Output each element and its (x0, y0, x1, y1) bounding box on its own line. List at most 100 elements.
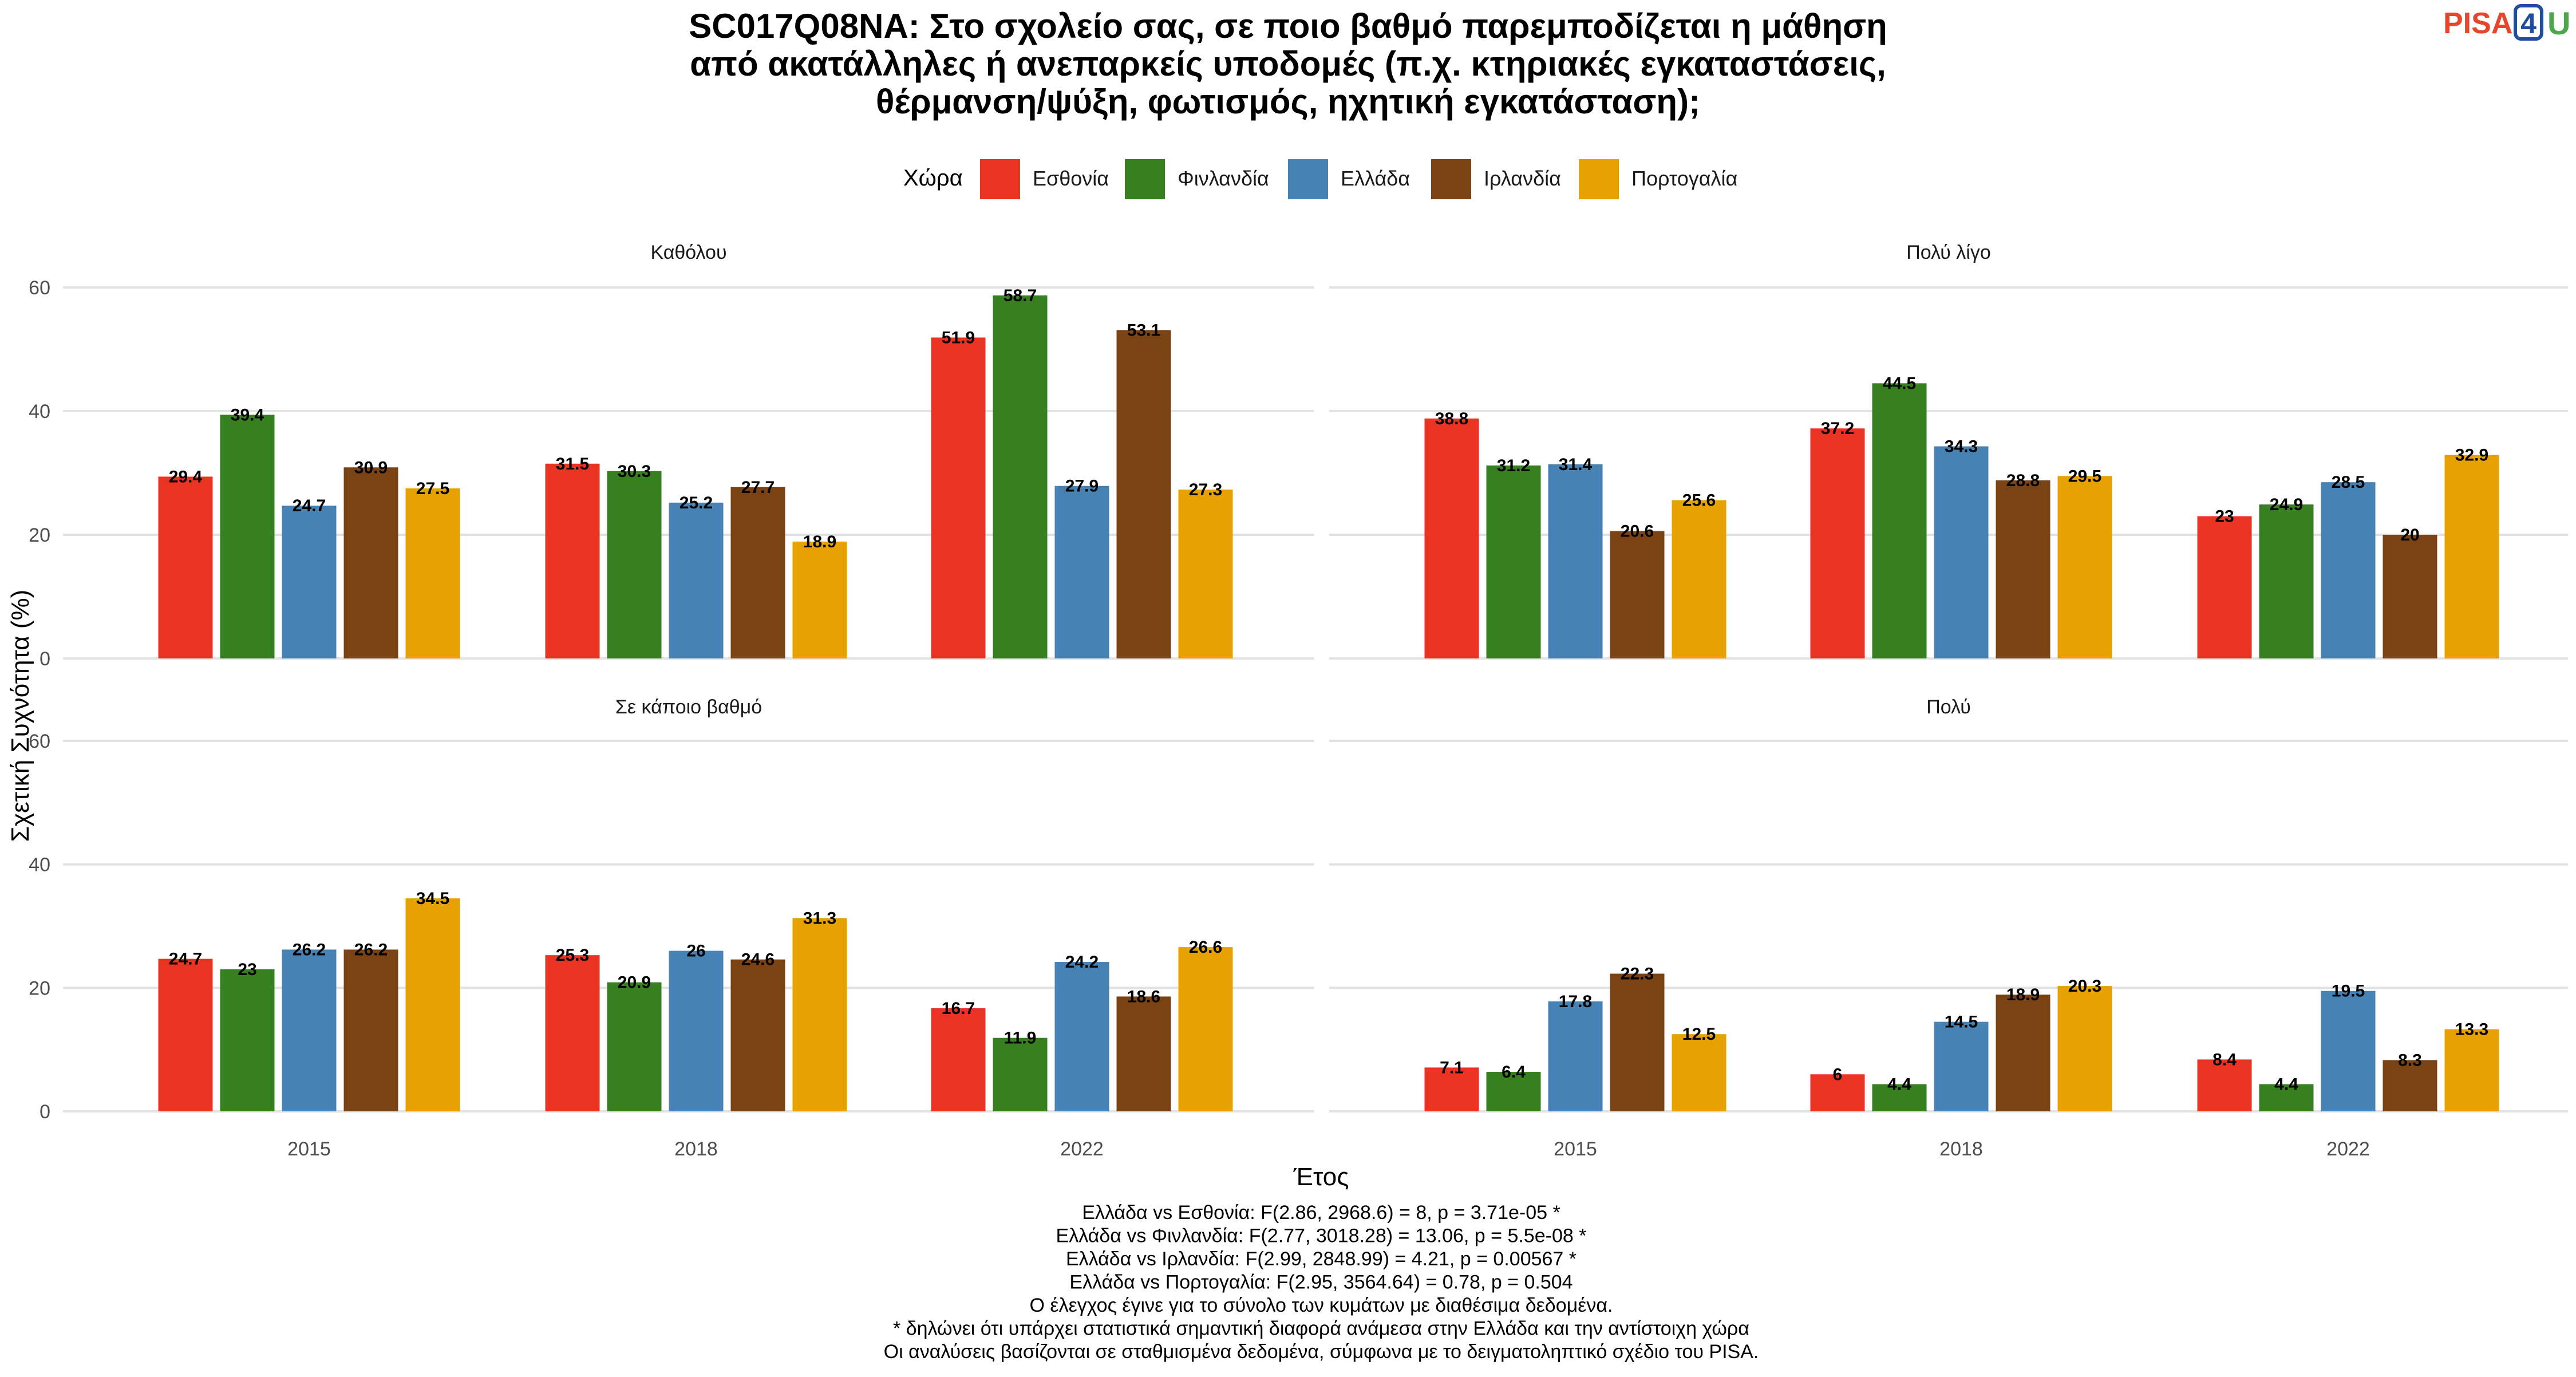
bar-value-label: 26.2 (354, 940, 388, 959)
bar (220, 969, 275, 1111)
bar (993, 1037, 1048, 1111)
bar (545, 955, 600, 1111)
bar-value-label: 4.4 (1887, 1075, 1911, 1094)
bar-value-label: 24.7 (169, 950, 202, 969)
bar (730, 487, 785, 658)
x-axis-title: Έτος (1293, 1163, 1349, 1191)
chart-title-line: από ακατάλληλες ή ανεπαρκείς υποδομές (π… (690, 45, 1886, 83)
bar-value-label: 30.3 (618, 462, 651, 481)
footnote-line: Ελλάδα vs Ιρλανδία: F(2.99, 2848.99) = 4… (1066, 1248, 1577, 1270)
bar (1486, 1071, 1541, 1111)
bar-value-label: 13.3 (2455, 1020, 2488, 1039)
bar (1934, 1021, 1989, 1111)
footnote-line: Ο έλεγχος έγινε για το σύνολο των κυμάτω… (1030, 1295, 1613, 1316)
bar-value-label: 8.3 (2398, 1051, 2422, 1070)
bar (607, 471, 662, 658)
bar-value-label: 34.5 (416, 889, 449, 908)
bar-value-label: 31.4 (1559, 455, 1593, 474)
panel-title: Πολύ λίγο (1906, 242, 1991, 263)
legend-title: Χώρα (903, 165, 963, 191)
bar (1116, 330, 1171, 658)
legend-label: Πορτογαλία (1631, 167, 1737, 190)
footnote-line: Ελλάδα vs Πορτογαλία: F(2.95, 3564.64) =… (1069, 1272, 1573, 1293)
bar (2197, 516, 2252, 658)
x-tick-label: 2022 (1060, 1138, 1104, 1160)
bar (792, 541, 847, 658)
logo-text: PISA (2443, 7, 2512, 40)
y-axis-title: Σχετική Συχνότητα (%) (6, 590, 34, 842)
bar-value-label: 53.1 (1127, 321, 1160, 340)
bar-value-label: 18.6 (1127, 987, 1160, 1006)
bar (1424, 1067, 1479, 1111)
bar (405, 898, 460, 1111)
logo-number: 4 (2520, 7, 2537, 40)
bar (931, 337, 986, 658)
bar (1178, 947, 1233, 1111)
bar (1054, 962, 1109, 1111)
x-tick-label: 2022 (2326, 1138, 2370, 1160)
y-tick-label: 40 (29, 854, 50, 876)
bar-value-label: 28.5 (2332, 473, 2365, 492)
bar (1424, 418, 1479, 658)
x-tick-label: 2015 (287, 1138, 331, 1160)
bar-value-label: 26.2 (293, 940, 326, 959)
bar-value-label: 24.7 (293, 496, 326, 515)
legend-label: Ιρλανδία (1484, 167, 1561, 190)
bar (1810, 1074, 1865, 1111)
bar-value-label: 39.4 (231, 405, 264, 424)
bar-value-label: 7.1 (1440, 1058, 1464, 1077)
bar (2259, 504, 2314, 658)
bar-value-label: 12.5 (1682, 1025, 1716, 1044)
bar (1672, 500, 1726, 658)
bar-value-label: 8.4 (2212, 1050, 2237, 1069)
y-tick-label: 60 (29, 277, 50, 299)
bar (607, 982, 662, 1111)
bar-value-label: 37.2 (1821, 419, 1854, 438)
legend-swatch (980, 159, 1020, 199)
bar-value-label: 14.5 (1945, 1013, 1978, 1032)
bar-value-label: 20 (2400, 526, 2419, 545)
bar-value-label: 29.4 (169, 467, 203, 486)
bar (282, 506, 337, 658)
bar-value-label: 27.3 (1189, 480, 1222, 499)
bar-value-label: 17.8 (1559, 992, 1592, 1011)
bar (1872, 383, 1927, 658)
bar-value-label: 31.3 (803, 909, 836, 928)
bar (1486, 465, 1541, 658)
footnote-line: * δηλώνει ότι υπάρχει στατιστικά σημαντι… (893, 1318, 1749, 1340)
bar (2321, 482, 2376, 658)
x-tick-label: 2018 (674, 1138, 718, 1160)
footnote-line: Οι αναλύσεις βασίζονται σε σταθμισμένα δ… (884, 1341, 1759, 1363)
y-tick-label: 20 (29, 524, 50, 546)
bar-value-label: 26 (686, 942, 705, 961)
bar (343, 467, 398, 658)
bar-value-label: 44.5 (1883, 374, 1916, 393)
bar (1996, 480, 2050, 658)
bar (2259, 1084, 2314, 1111)
bar (1054, 486, 1109, 658)
bar (1810, 428, 1865, 658)
bar (1610, 973, 1665, 1111)
bar-value-label: 38.8 (1435, 409, 1468, 428)
bar-value-label: 20.6 (1621, 522, 1654, 541)
bar (2444, 455, 2499, 658)
bar (1548, 1001, 1603, 1111)
legend-label: Εσθονία (1033, 167, 1109, 190)
bar (1996, 995, 2050, 1111)
bar-value-label: 16.7 (942, 999, 975, 1018)
bar-value-label: 25.6 (1682, 491, 1716, 510)
y-tick-label: 60 (29, 731, 50, 752)
bar (545, 463, 600, 658)
bar (158, 476, 213, 658)
bar-value-label: 27.5 (416, 479, 449, 498)
legend-label: Ελλάδα (1341, 167, 1410, 190)
y-tick-label: 0 (39, 1101, 50, 1123)
panel-title: Πολύ (1926, 696, 1971, 718)
bar-value-label: 18.9 (2006, 985, 2040, 1004)
bar (1872, 1084, 1927, 1111)
bar (2383, 535, 2437, 658)
bar (931, 1008, 986, 1111)
bar (2321, 991, 2376, 1111)
